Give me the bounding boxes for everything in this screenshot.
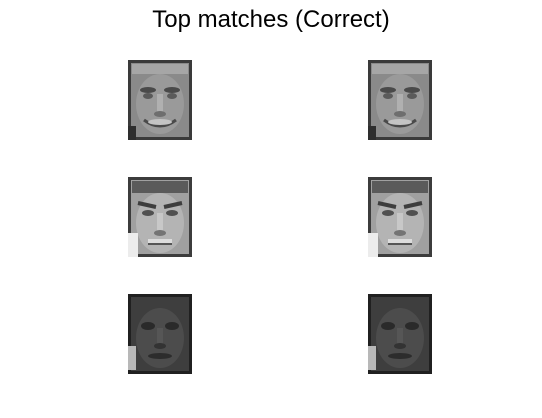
face-image — [128, 177, 192, 257]
face-image — [368, 177, 432, 257]
face-image — [128, 294, 192, 374]
face-image — [368, 294, 432, 374]
face-image — [368, 60, 432, 140]
figure-title: Top matches (Correct) — [152, 6, 390, 33]
face-image — [128, 60, 192, 140]
